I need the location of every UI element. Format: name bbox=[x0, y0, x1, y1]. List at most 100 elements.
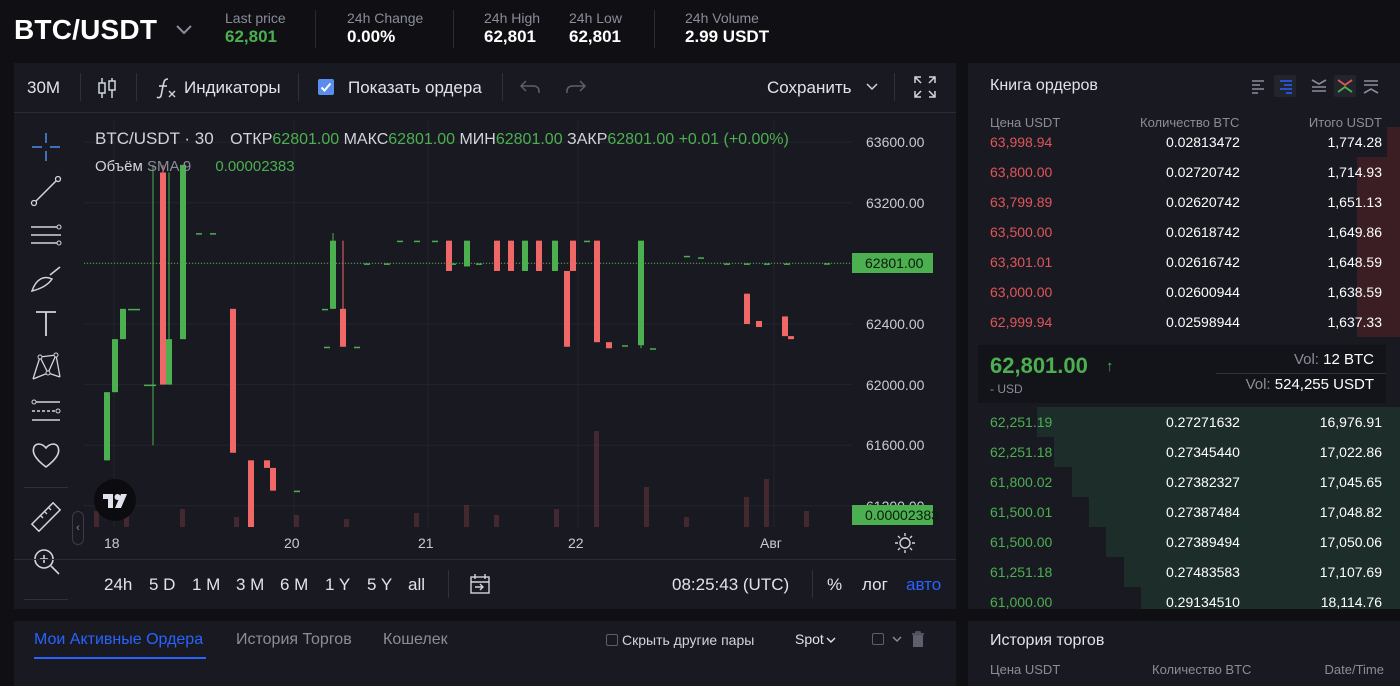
text-tool[interactable] bbox=[28, 305, 64, 341]
ask-total: 1,648.59 bbox=[1327, 254, 1383, 270]
function-icon[interactable] bbox=[155, 76, 177, 100]
bid-row[interactable]: 61,800.02 0.27382327 17,045.65 bbox=[968, 467, 1400, 497]
save-button[interactable]: Сохранить bbox=[767, 78, 852, 97]
redo-icon[interactable] bbox=[565, 78, 587, 96]
percent-toggle[interactable]: % bbox=[827, 575, 843, 594]
show-orders-checkbox[interactable] bbox=[318, 79, 334, 95]
bid-row[interactable]: 62,251.19 0.27271632 16,976.91 bbox=[968, 407, 1400, 437]
interval-button[interactable]: 30M bbox=[27, 78, 61, 97]
log-toggle[interactable]: лог bbox=[862, 575, 888, 594]
candle bbox=[270, 467, 276, 491]
range-5y[interactable]: 5 Y bbox=[367, 575, 393, 594]
collapse-toolbar-button[interactable]: ‹ bbox=[72, 511, 84, 545]
tab-wallet[interactable]: Кошелек bbox=[383, 631, 448, 648]
trade-history-panel: История торгов Цена USDT Количество BTC … bbox=[968, 621, 1400, 686]
align-left-icon[interactable] bbox=[1248, 75, 1270, 97]
bid-qty: 0.29134510 bbox=[1166, 594, 1240, 610]
trash-icon[interactable] bbox=[911, 630, 925, 648]
text-icon bbox=[36, 311, 56, 336]
undo-icon[interactable] bbox=[519, 78, 541, 96]
ask-total: 1,774.28 bbox=[1327, 134, 1383, 150]
range-6m[interactable]: 6 M bbox=[280, 575, 309, 594]
trend-line-tool[interactable] bbox=[28, 173, 64, 209]
stat-value: 0.00% bbox=[347, 27, 396, 46]
ask-row[interactable]: 63,500.00 0.02618742 1,649.86 bbox=[968, 217, 1400, 247]
divider bbox=[80, 73, 81, 101]
hide-other-pairs-toggle[interactable]: Скрыть другие пары bbox=[606, 632, 754, 648]
brush-tool[interactable] bbox=[28, 261, 64, 297]
bid-row[interactable]: 61,500.00 0.27389494 17,050.06 bbox=[968, 527, 1400, 557]
price-chart[interactable] bbox=[84, 121, 852, 527]
settings-sun-icon[interactable] bbox=[894, 532, 916, 554]
divider bbox=[894, 73, 895, 101]
ruler-icon bbox=[30, 501, 62, 533]
ruler-tool[interactable] bbox=[28, 499, 64, 535]
market-header: BTC/USDT Last price 62,801 24h Change 0.… bbox=[0, 0, 1400, 62]
range-5d[interactable]: 5 D bbox=[149, 575, 176, 594]
pattern-tool[interactable] bbox=[28, 349, 64, 385]
bid-row[interactable]: 61,000.00 0.29134510 18,114.76 bbox=[968, 587, 1400, 610]
range-all[interactable]: all bbox=[408, 575, 426, 594]
market-select[interactable]: Spot bbox=[795, 631, 836, 647]
auto-toggle[interactable]: авто bbox=[906, 575, 942, 594]
legend-open-label: ОТКР bbox=[230, 131, 273, 148]
price-axis[interactable]: 63600.0063200.0062800.0062400.0062000.00… bbox=[852, 121, 956, 527]
date-range-icon[interactable] bbox=[469, 573, 491, 595]
range-1y[interactable]: 1 Y bbox=[325, 575, 351, 594]
volume-label: Vol: bbox=[1293, 351, 1319, 368]
stat-label: 24h Low bbox=[569, 10, 622, 26]
chevron-down-icon[interactable] bbox=[174, 22, 194, 38]
bid-row[interactable]: 61,251.18 0.27483583 17,107.69 bbox=[968, 557, 1400, 587]
ask-qty: 0.02620742 bbox=[1166, 194, 1240, 210]
tab-trade-history[interactable]: История Торгов bbox=[236, 631, 352, 648]
pair-title[interactable]: BTC/USDT bbox=[14, 14, 158, 45]
ask-row[interactable]: 63,301.01 0.02616742 1,648.59 bbox=[968, 247, 1400, 277]
brush-icon bbox=[30, 266, 61, 293]
range-24h[interactable]: 24h bbox=[104, 575, 133, 594]
candle bbox=[584, 240, 590, 243]
hide-pairs-checkbox[interactable] bbox=[606, 634, 618, 646]
candle bbox=[196, 233, 202, 235]
spread-summary: 62,801.00 ↑ - USD Vol: 12 BTC Vol: 524,2… bbox=[978, 345, 1386, 403]
forecast-tool[interactable] bbox=[28, 393, 64, 429]
book-view-asks-icon[interactable] bbox=[1308, 75, 1330, 97]
range-1m[interactable]: 1 M bbox=[192, 575, 221, 594]
book-view-bids-icon[interactable] bbox=[1360, 75, 1382, 97]
favorites-tool[interactable] bbox=[28, 437, 64, 473]
crosshair-tool[interactable] bbox=[28, 129, 64, 165]
stat-label: Last price bbox=[225, 10, 286, 26]
candles-icon[interactable] bbox=[96, 76, 118, 100]
bid-row[interactable]: 62,251.18 0.27345440 17,022.86 bbox=[968, 437, 1400, 467]
candle bbox=[264, 460, 270, 468]
chevron-down-icon[interactable] bbox=[866, 82, 878, 92]
bid-row[interactable]: 61,500.01 0.27387484 17,048.82 bbox=[968, 497, 1400, 527]
ask-row[interactable]: 63,800.00 0.02720742 1,714.93 bbox=[968, 157, 1400, 187]
bid-price: 62,251.18 bbox=[990, 444, 1053, 460]
candle bbox=[180, 164, 186, 340]
tradingview-logo[interactable] bbox=[94, 479, 136, 521]
divider bbox=[24, 599, 68, 600]
ask-price: 63,800.00 bbox=[990, 164, 1053, 180]
ask-row[interactable]: 63,000.00 0.02600944 1,638.59 bbox=[968, 277, 1400, 307]
fullscreen-icon[interactable] bbox=[913, 75, 937, 99]
horizontal-lines-tool[interactable] bbox=[28, 217, 64, 253]
orderbook-title: Книга ордеров bbox=[990, 77, 1098, 94]
align-right-icon[interactable] bbox=[1274, 75, 1296, 97]
range-3m[interactable]: 3 M bbox=[236, 575, 265, 594]
column-qty: Количество BTC bbox=[1152, 662, 1252, 677]
select-all-checkbox[interactable] bbox=[872, 633, 884, 645]
chevron-down-icon[interactable] bbox=[892, 635, 902, 643]
candle bbox=[756, 320, 762, 328]
book-view-both-icon[interactable] bbox=[1334, 75, 1356, 97]
ask-row[interactable]: 63,799.89 0.02620742 1,651.13 bbox=[968, 187, 1400, 217]
ask-row[interactable]: 63,998.94 0.02813472 1,774.28 bbox=[968, 127, 1400, 157]
show-orders-label[interactable]: Показать ордера bbox=[348, 78, 482, 97]
utc-clock[interactable]: 08:25:43 (UTC) bbox=[672, 575, 790, 594]
candle bbox=[788, 336, 794, 340]
ask-row[interactable]: 62,999.94 0.02598944 1,637.33 bbox=[968, 307, 1400, 337]
ask-qty: 0.02600944 bbox=[1166, 284, 1240, 300]
indicators-button[interactable]: Индикаторы bbox=[184, 78, 281, 97]
time-axis[interactable]: 18 20 21 22 Авг bbox=[84, 529, 956, 559]
stat-label: 24h Change bbox=[347, 10, 424, 26]
tab-active-orders[interactable]: Мои Активные Ордера bbox=[34, 631, 204, 648]
